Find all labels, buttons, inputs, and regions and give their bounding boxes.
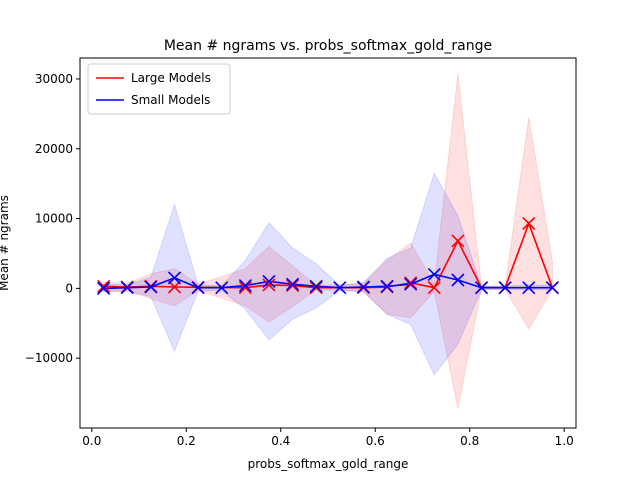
marker-stroke	[144, 280, 158, 294]
legend-box	[87, 63, 231, 115]
marker-stroke	[286, 279, 300, 293]
marker-stroke	[262, 278, 276, 292]
marker-stroke	[427, 281, 441, 295]
marker-stroke	[309, 281, 323, 295]
data-point-large-models	[238, 281, 252, 295]
x-tick-label: 0.6	[366, 434, 385, 448]
marker-stroke	[522, 216, 536, 231]
data-point-large-models	[97, 279, 111, 293]
marker-stroke	[120, 281, 134, 295]
y-tick-label: 10000	[35, 212, 73, 226]
y-axis-ticks: −10000 0 10000 20000 30000	[25, 72, 80, 365]
data-point-small-models	[238, 279, 252, 293]
data-point-small-models	[120, 281, 134, 295]
confidence-band-small-models	[103, 171, 553, 376]
data-point-small-models	[144, 280, 158, 294]
marker-stroke	[356, 280, 370, 294]
x-tick-label: 0.2	[177, 434, 196, 448]
marker-stroke	[333, 281, 347, 295]
data-point-large-models	[309, 281, 323, 295]
marker-stroke	[286, 277, 300, 291]
chart-title: Mean # ngrams vs. probs_softmax_gold_ran…	[164, 38, 492, 54]
data-point-small-models	[356, 280, 370, 294]
data-point-small-models	[262, 274, 276, 288]
legend-label-large-models: Large Models	[131, 71, 211, 85]
marker-stroke	[451, 273, 465, 287]
confidence-bands	[103, 73, 553, 409]
marker-stroke	[97, 279, 111, 293]
marker-stroke	[262, 274, 276, 288]
marker-stroke	[309, 279, 323, 293]
y-tick-label: −10000	[25, 351, 73, 365]
y-tick-label: 0	[65, 281, 73, 295]
marker-stroke	[474, 281, 489, 295]
data-point-large-models	[522, 216, 536, 231]
legend-label-small-models: Small Models	[131, 93, 210, 107]
x-tick-label: 0.4	[271, 434, 290, 448]
data-point-large-models	[427, 281, 441, 295]
marker-stroke	[404, 276, 418, 290]
data-point-small-models	[215, 281, 229, 295]
data-point-small-models	[474, 281, 489, 295]
x-tick-label: 0.0	[82, 434, 101, 448]
x-axis-label: probs_softmax_gold_range	[248, 457, 409, 471]
data-point-large-models	[451, 234, 465, 248]
marker-stroke	[191, 281, 205, 295]
data-point-small-models	[191, 281, 205, 295]
data-point-small-models	[380, 279, 394, 293]
x-tick-label: 1.0	[555, 434, 574, 448]
confidence-band-large-models	[103, 73, 553, 409]
data-point-small-models	[167, 271, 182, 285]
data-point-large-models	[404, 276, 418, 290]
marker-stroke	[451, 234, 465, 248]
data-point-large-models	[286, 279, 300, 293]
series-line-small-models	[103, 273, 553, 290]
data-point-small-models	[404, 277, 418, 291]
series-markers	[97, 216, 559, 295]
data-point-small-models	[286, 277, 300, 291]
data-point-small-models	[522, 281, 536, 295]
marker-stroke	[404, 277, 418, 291]
y-tick-label: 30000	[35, 72, 73, 86]
data-point-small-models	[498, 281, 512, 295]
marker-stroke	[427, 267, 441, 281]
legend: Large Models Small Models	[87, 63, 231, 115]
data-point-small-models	[333, 281, 347, 295]
data-point-large-models	[262, 278, 276, 292]
y-axis-label: Mean # ngrams	[0, 195, 11, 291]
marker-stroke	[238, 279, 252, 293]
x-axis-ticks: 0.0 0.2 0.4 0.6 0.8 1.0	[82, 428, 574, 448]
marker-stroke	[522, 281, 536, 295]
marker-stroke	[380, 279, 394, 293]
marker-stroke	[167, 271, 182, 285]
data-point-small-models	[451, 273, 465, 287]
x-tick-label: 0.8	[460, 434, 479, 448]
plot-area-frame	[79, 57, 577, 429]
marker-stroke	[97, 281, 111, 295]
data-point-small-models	[309, 279, 323, 293]
marker-stroke	[238, 281, 252, 295]
marker-stroke	[498, 281, 512, 295]
data-point-small-models	[545, 281, 559, 295]
data-point-small-models	[427, 267, 441, 281]
marker-stroke	[215, 281, 229, 295]
marker-stroke	[545, 281, 559, 295]
data-point-small-models	[97, 281, 111, 295]
y-tick-label: 20000	[35, 142, 73, 156]
